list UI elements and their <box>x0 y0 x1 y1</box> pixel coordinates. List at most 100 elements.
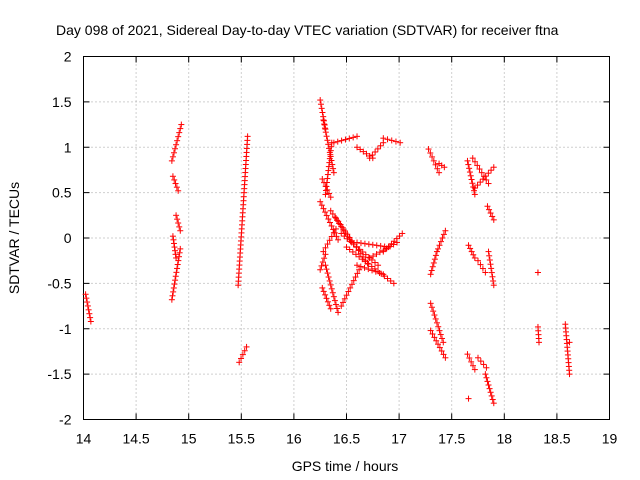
data-point <box>566 339 573 346</box>
data-point <box>376 249 383 256</box>
data-point <box>488 265 495 272</box>
data-point <box>176 249 183 256</box>
data-point <box>172 145 179 152</box>
data-point <box>437 238 444 245</box>
data-point <box>174 265 181 272</box>
data-point <box>490 400 497 407</box>
data-point <box>169 233 176 240</box>
x-tick-label: 15.5 <box>228 431 255 447</box>
data-point <box>346 135 353 142</box>
data-point <box>330 165 337 172</box>
data-point <box>318 105 325 112</box>
data-point <box>433 319 440 326</box>
x-tick-label: 18 <box>497 431 513 447</box>
data-point <box>356 246 363 253</box>
data-point <box>172 247 179 254</box>
y-axis-label: SDTVAR / TECUs <box>6 182 22 294</box>
data-point <box>87 314 94 321</box>
data-point <box>363 150 370 157</box>
data-point <box>354 133 361 140</box>
data-point <box>534 269 541 276</box>
data-point <box>177 245 184 252</box>
x-tick-label: 18.5 <box>543 431 570 447</box>
data-point <box>365 241 372 248</box>
data-point <box>322 129 329 136</box>
data-point <box>436 169 443 176</box>
data-point <box>349 248 356 255</box>
data-point <box>359 256 366 263</box>
data-point <box>174 261 181 268</box>
data-point <box>482 371 489 378</box>
data-point <box>350 241 357 248</box>
data-point <box>348 237 355 244</box>
data-point <box>168 157 175 164</box>
data-point <box>377 142 384 149</box>
data-point <box>385 243 392 250</box>
data-point <box>468 358 475 365</box>
data-point <box>330 139 337 146</box>
data-point <box>352 274 359 281</box>
data-point <box>436 327 443 334</box>
data-point <box>319 259 326 266</box>
data-point <box>338 137 345 144</box>
data-point <box>490 216 497 223</box>
data-point <box>322 291 329 298</box>
data-point <box>328 233 335 240</box>
data-point <box>82 291 89 298</box>
data-point <box>85 306 92 313</box>
data-point <box>437 331 444 338</box>
data-point <box>372 268 379 275</box>
data-point <box>326 237 333 244</box>
data-point <box>465 242 472 249</box>
data-point <box>430 308 437 315</box>
data-point <box>324 270 331 277</box>
data-point <box>369 267 376 274</box>
data-point <box>366 254 373 261</box>
data-point <box>365 254 372 261</box>
data-point <box>173 212 180 219</box>
data-point <box>325 274 332 281</box>
data-point <box>354 239 361 246</box>
data-point <box>566 371 573 378</box>
data-point <box>439 335 446 342</box>
data-point <box>380 271 387 278</box>
data-point <box>440 351 447 358</box>
data-point <box>399 230 406 237</box>
data-point <box>324 298 331 305</box>
data-point <box>176 129 183 136</box>
data-point <box>171 176 178 183</box>
data-point <box>357 146 364 153</box>
data-point <box>476 166 483 173</box>
data-point <box>467 172 474 179</box>
data-point <box>388 137 395 144</box>
data-point <box>335 236 342 243</box>
data-point <box>322 251 329 258</box>
data-point <box>431 256 438 263</box>
data-point <box>490 164 497 171</box>
data-point <box>478 169 485 176</box>
data-point <box>469 180 476 187</box>
data-point <box>361 264 368 271</box>
data-point <box>536 339 543 346</box>
y-tick-label: 1.5 <box>52 94 72 110</box>
data-point <box>243 343 250 350</box>
data-point <box>396 233 403 240</box>
data-point <box>477 179 484 186</box>
data-point <box>464 157 471 164</box>
data-point <box>468 248 475 255</box>
data-point <box>354 144 361 151</box>
data-point <box>392 138 399 145</box>
data-point <box>470 251 477 258</box>
data-point <box>176 223 183 230</box>
data-point <box>486 257 493 264</box>
data-point <box>429 263 436 270</box>
data-point <box>330 169 337 176</box>
data-point <box>489 396 496 403</box>
data-point <box>377 242 384 249</box>
data-point <box>172 180 179 187</box>
data-point <box>322 244 329 251</box>
data-point <box>470 362 477 369</box>
x-tick-label: 16.5 <box>333 431 360 447</box>
data-point <box>319 284 326 291</box>
y-tick-label: -1 <box>59 321 72 337</box>
